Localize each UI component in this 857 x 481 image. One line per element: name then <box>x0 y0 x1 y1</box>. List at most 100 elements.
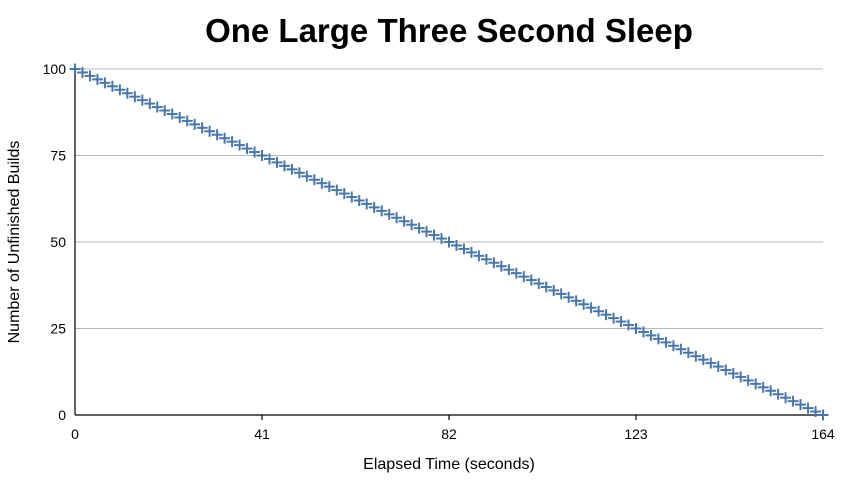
data-point <box>331 184 343 196</box>
data-point <box>780 392 792 404</box>
data-point <box>817 409 829 421</box>
data-point <box>166 108 178 120</box>
data-point <box>802 402 814 414</box>
data-point <box>151 101 163 113</box>
data-point <box>129 91 141 103</box>
data-point <box>765 385 777 397</box>
data-point <box>219 132 231 144</box>
data-point <box>675 343 687 355</box>
data-point <box>413 222 425 234</box>
data-point <box>615 316 627 328</box>
data-point <box>391 212 403 224</box>
data-point <box>368 201 380 213</box>
data-point <box>286 163 298 175</box>
data-point <box>585 302 597 314</box>
data-point <box>181 115 193 127</box>
data-point <box>503 264 515 276</box>
data-point <box>742 374 754 386</box>
data-point <box>548 284 560 296</box>
data-point <box>787 395 799 407</box>
tick-labels: 0 25 50 75 100 0 41 82 123 164 <box>43 61 835 442</box>
data-point <box>353 194 365 206</box>
data-point <box>795 399 807 411</box>
data-point <box>750 378 762 390</box>
y-tick-label: 100 <box>43 61 67 77</box>
data-point <box>241 143 253 155</box>
data-point <box>346 191 358 203</box>
data-point <box>495 260 507 272</box>
data-point <box>600 309 612 321</box>
data-point <box>323 181 335 193</box>
data-point <box>578 298 590 310</box>
data-point <box>361 198 373 210</box>
data-point <box>645 329 657 341</box>
data-point <box>720 364 732 376</box>
y-tick-label: 50 <box>50 234 66 250</box>
data-point <box>660 336 672 348</box>
data-point <box>570 295 582 307</box>
data-point <box>376 205 388 217</box>
data-point <box>159 105 171 117</box>
data-point <box>383 208 395 220</box>
y-tick-label: 25 <box>50 321 66 337</box>
data-point <box>196 122 208 134</box>
data-point <box>518 271 530 283</box>
data-point <box>84 70 96 82</box>
data-point <box>465 246 477 258</box>
data-point <box>443 236 455 248</box>
x-tick-label: 41 <box>254 426 270 442</box>
data-point <box>106 80 118 92</box>
data-point <box>652 333 664 345</box>
data-point <box>682 347 694 359</box>
y-axis-label: Number of Unfinished Builds <box>6 141 23 344</box>
data-point <box>308 174 320 186</box>
data-point <box>234 139 246 151</box>
data-point <box>727 367 739 379</box>
data-point <box>712 361 724 373</box>
data-point <box>69 63 81 75</box>
data-point <box>293 167 305 179</box>
y-tick-label: 0 <box>58 407 66 423</box>
data-point <box>189 118 201 130</box>
data-point <box>174 111 186 123</box>
data-point <box>76 66 88 78</box>
data-point <box>263 153 275 165</box>
data-point <box>421 226 433 238</box>
data-point <box>480 253 492 265</box>
x-tick-label: 164 <box>811 426 835 442</box>
data-point <box>637 326 649 338</box>
data-point <box>271 156 283 168</box>
data-point <box>144 98 156 110</box>
data-point <box>810 406 822 418</box>
data-point <box>533 278 545 290</box>
data-points <box>69 63 829 421</box>
data-point <box>510 267 522 279</box>
data-point <box>450 239 462 251</box>
data-point <box>690 350 702 362</box>
data-point <box>563 291 575 303</box>
data-point <box>630 323 642 334</box>
x-tick-label: 123 <box>624 426 648 442</box>
data-point <box>608 312 620 324</box>
data-point <box>525 274 537 286</box>
data-point <box>406 219 418 231</box>
data-point <box>458 243 470 255</box>
data-point <box>540 281 552 293</box>
data-point <box>667 340 679 352</box>
data-point <box>735 371 747 383</box>
x-axis-label: Elapsed Time (seconds) <box>363 456 535 473</box>
chart-title: One Large Three Second Sleep <box>205 12 693 49</box>
data-point <box>136 94 148 106</box>
data-point <box>91 73 103 85</box>
data-point <box>555 288 567 300</box>
data-point <box>256 150 268 161</box>
data-point <box>593 305 605 317</box>
axes <box>74 68 824 420</box>
data-point <box>705 357 717 369</box>
data-point <box>697 354 709 366</box>
data-point <box>249 146 261 158</box>
data-point <box>226 136 238 148</box>
data-point <box>99 77 111 89</box>
data-point <box>301 170 313 182</box>
